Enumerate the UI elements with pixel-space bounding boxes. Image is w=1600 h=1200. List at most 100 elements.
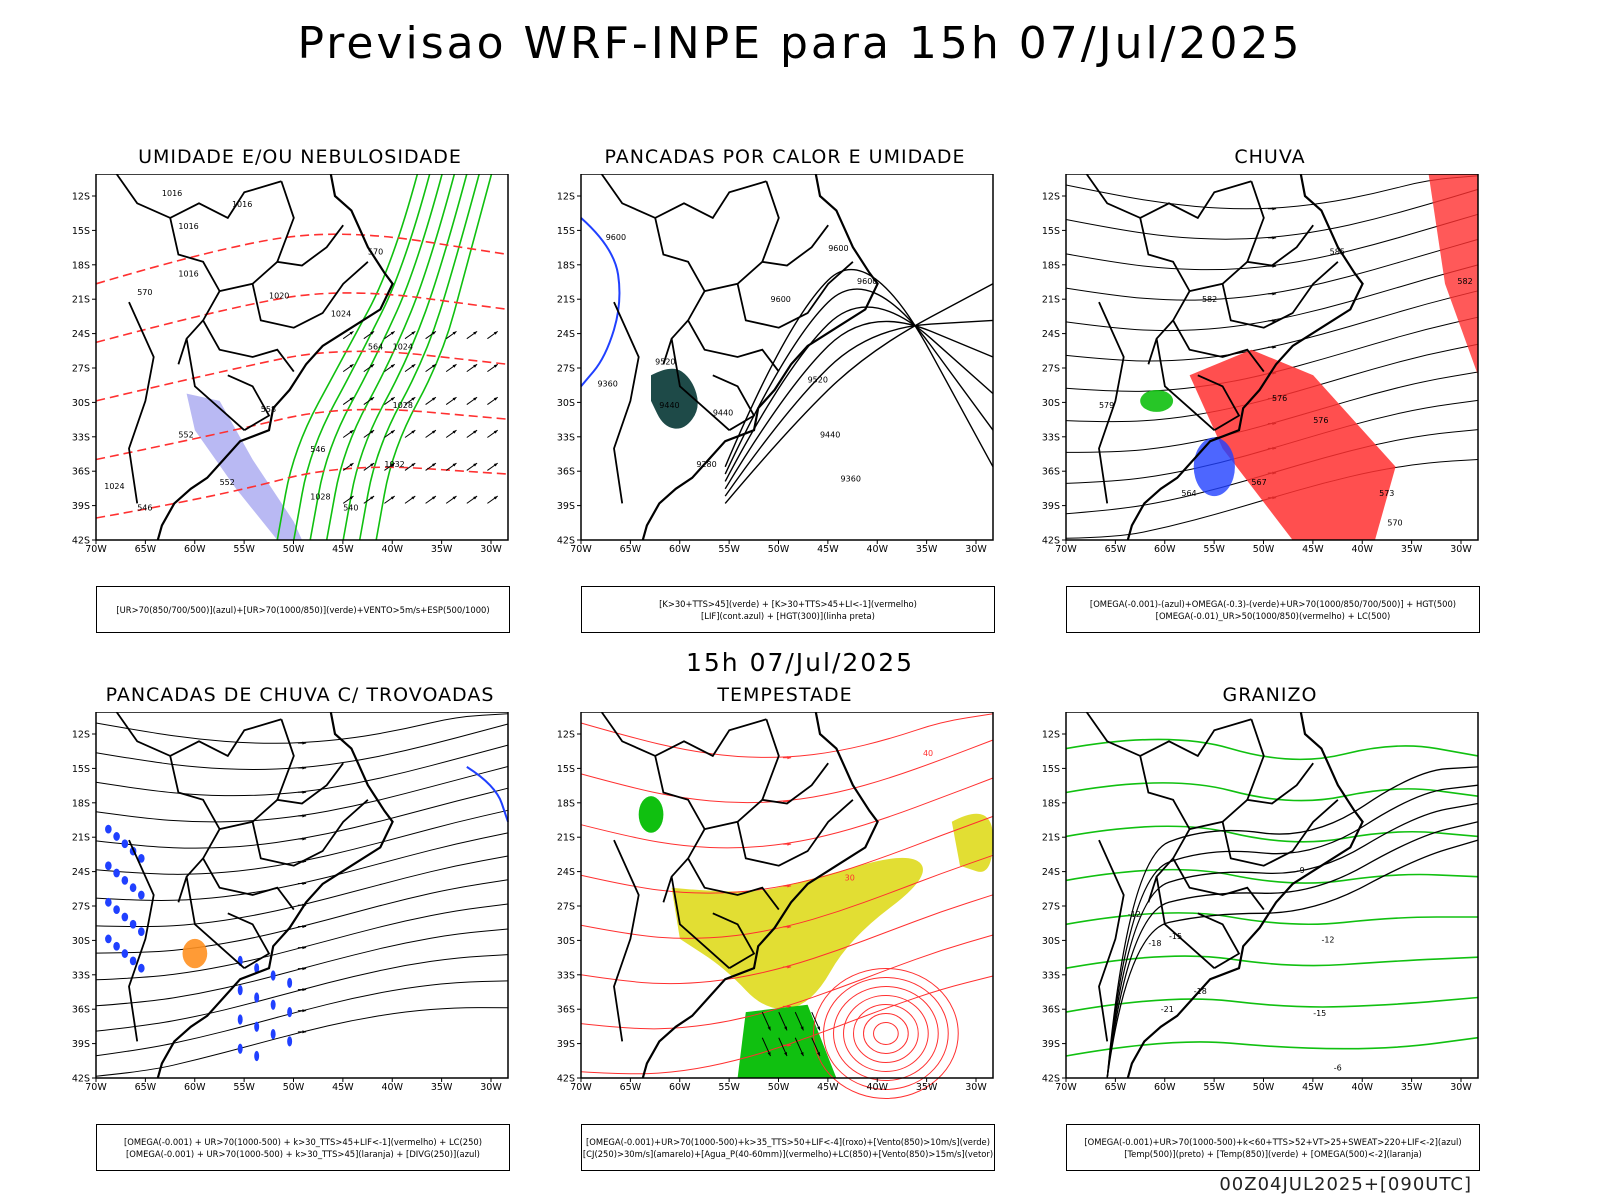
wind-vector-head bbox=[784, 1052, 787, 1057]
wind-vector-head bbox=[411, 397, 416, 401]
lat-label: 18S bbox=[557, 798, 575, 809]
lon-label: 60W bbox=[669, 1082, 691, 1093]
lat-label: 24S bbox=[72, 329, 90, 340]
temp500-black-contour bbox=[1106, 766, 1479, 1079]
contour-label: 9600 bbox=[606, 233, 626, 242]
coastline bbox=[1126, 174, 1364, 541]
run-footer: 00Z04JUL2025+[090UTC] bbox=[1219, 1174, 1472, 1195]
lat-label: 12S bbox=[72, 730, 90, 741]
divg-blue-area bbox=[254, 1050, 260, 1062]
divg-blue-area bbox=[254, 992, 260, 1003]
contour-label: -12 bbox=[1128, 910, 1141, 919]
temp850-green-contour bbox=[1065, 1036, 1479, 1057]
map-background bbox=[1066, 712, 1478, 1078]
lat-label: 15S bbox=[72, 764, 90, 775]
lon-label: 40W bbox=[867, 1082, 889, 1093]
lat-label: 21S bbox=[72, 295, 90, 306]
lat-label: 27S bbox=[72, 902, 90, 913]
lat-label: 42S bbox=[1042, 1074, 1060, 1085]
wind-vector-head bbox=[817, 1052, 820, 1057]
state-border bbox=[1221, 799, 1339, 867]
hgt300-contour bbox=[724, 320, 994, 490]
lc850-red-streamline bbox=[863, 1013, 909, 1054]
streamline-arrow-head bbox=[302, 766, 307, 770]
divg-blue-area bbox=[287, 1036, 293, 1047]
divg-blue-area bbox=[129, 883, 137, 893]
lat-label: 15S bbox=[72, 226, 90, 237]
humidity-green-contour bbox=[325, 174, 456, 541]
wind850-green-area bbox=[638, 796, 664, 833]
contour-label: 585 bbox=[1330, 248, 1345, 257]
wind-vector-head bbox=[390, 463, 395, 467]
state-border bbox=[227, 912, 271, 969]
contour-label: 9520 bbox=[655, 357, 675, 366]
divg-blue-area bbox=[113, 941, 120, 951]
contour-label: 570 bbox=[137, 288, 152, 297]
lon-label: 50W bbox=[768, 544, 790, 555]
state-border bbox=[202, 319, 295, 373]
lon-label: 55W bbox=[233, 1082, 255, 1093]
lon-label: 50W bbox=[1253, 1082, 1275, 1093]
lat-label: 15S bbox=[1042, 226, 1060, 237]
wind-vector-head bbox=[349, 331, 354, 335]
hgt300-contour bbox=[724, 319, 994, 497]
streamline-arrow-head bbox=[787, 965, 792, 969]
lon-label: 45W bbox=[817, 544, 839, 555]
contour-label: 546 bbox=[310, 445, 325, 454]
streamline-arrow-head bbox=[1272, 319, 1277, 323]
state-border bbox=[712, 374, 756, 431]
map-frame bbox=[580, 174, 994, 541]
lat-label: 21S bbox=[1042, 295, 1060, 306]
wind-vector-head bbox=[473, 331, 478, 335]
streamline-arrow-head bbox=[787, 884, 792, 888]
contour-label: 30 bbox=[845, 873, 855, 882]
lat-label: 42S bbox=[72, 1074, 90, 1085]
wind-vector-head bbox=[370, 397, 375, 401]
wind-vector-head bbox=[349, 364, 354, 368]
lat-label: 24S bbox=[557, 867, 575, 878]
state-border bbox=[670, 876, 730, 969]
lon-label: 60W bbox=[184, 544, 206, 555]
wind-vector-head bbox=[411, 364, 416, 368]
streamline-arrow-head bbox=[302, 790, 307, 794]
lon-label: 55W bbox=[1203, 1082, 1225, 1093]
lat-label: 36S bbox=[72, 467, 90, 478]
lat-label: 18S bbox=[1042, 798, 1060, 809]
state-border bbox=[670, 338, 730, 431]
lon-label: 55W bbox=[1203, 544, 1225, 555]
divg-blue-area bbox=[105, 861, 112, 871]
state-border bbox=[251, 261, 369, 329]
lat-label: 30S bbox=[557, 936, 575, 947]
contour-label: 582 bbox=[1202, 295, 1217, 304]
lat-label: 36S bbox=[557, 1005, 575, 1016]
state-border bbox=[1189, 762, 1314, 830]
lon-label: 30W bbox=[965, 1082, 987, 1093]
contour-label: -18 bbox=[1148, 939, 1161, 948]
lon-label: 35W bbox=[1401, 544, 1423, 555]
contour-label: 9600 bbox=[771, 295, 791, 304]
panel-title: PANCADAS DE CHUVA C/ TROVOADAS bbox=[105, 684, 495, 706]
state-border bbox=[185, 338, 245, 431]
divg-blue-area bbox=[105, 934, 112, 944]
lat-label: 24S bbox=[1042, 329, 1060, 340]
state-border bbox=[202, 857, 295, 911]
map-frame bbox=[95, 174, 509, 541]
legend-box: [OMEGA(-0.001)-(azul)+OMEGA(-0.3)-(verde… bbox=[1066, 586, 1480, 633]
contour-label: 1024 bbox=[331, 310, 351, 319]
state-border bbox=[276, 181, 295, 263]
legend-line: [K>30+TTS>45](verde) + [K>30+TTS>45+LI<-… bbox=[659, 598, 917, 609]
wind-vector-head bbox=[349, 397, 354, 401]
lon-label: 70W bbox=[570, 1082, 592, 1093]
divg-blue-area bbox=[254, 1021, 260, 1032]
wind-vector-head bbox=[431, 430, 436, 434]
hgt300-contour bbox=[724, 288, 994, 475]
lon-label: 30W bbox=[1450, 1082, 1472, 1093]
lat-label: 12S bbox=[1042, 192, 1060, 203]
temp850-green-contour bbox=[1065, 912, 1478, 926]
lon-label: 30W bbox=[965, 544, 987, 555]
divg-blue-area bbox=[237, 985, 243, 996]
contour-label: 9360 bbox=[597, 379, 617, 388]
lc850-red-streamline bbox=[823, 977, 949, 1090]
state-border bbox=[613, 301, 640, 504]
